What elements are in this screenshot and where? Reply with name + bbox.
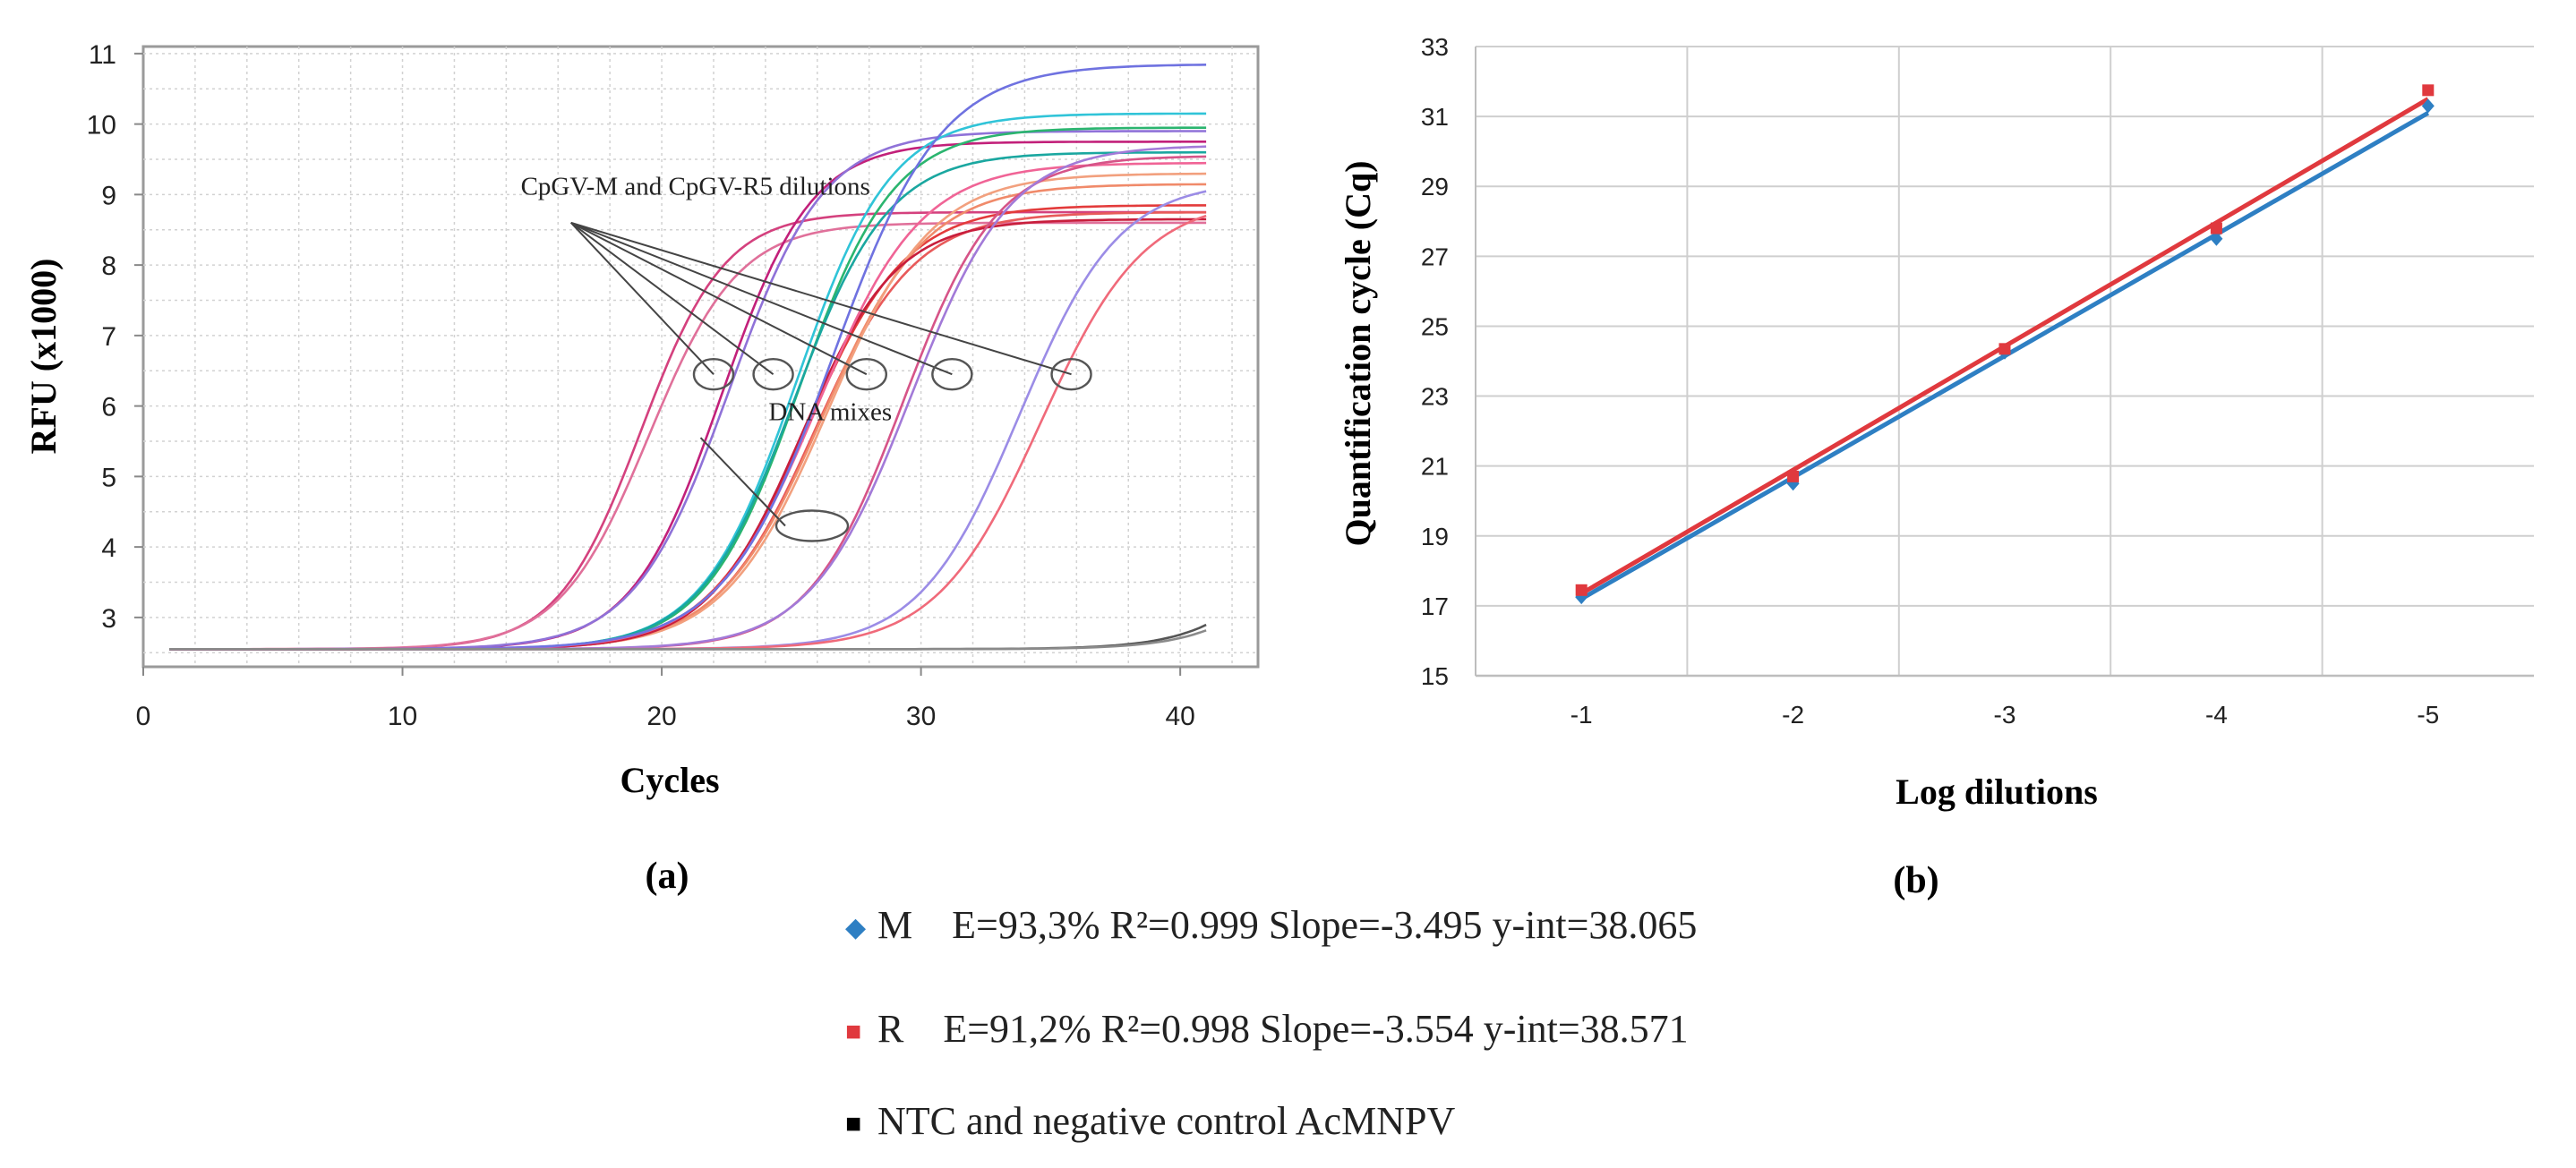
pointer-line xyxy=(570,221,868,376)
panel-a-label: (a) xyxy=(646,856,689,897)
panel-a-amplification-curves xyxy=(169,64,1207,651)
legend: ◆ M E=93,3% R²=0.999 Slope=-3.495 y-int=… xyxy=(845,903,1697,1143)
data-point-m xyxy=(2210,231,2223,246)
data-point-r xyxy=(2210,222,2222,234)
panel-b: 15 17 19 21 23 25 27 29 31 33 -1 -2 -3 -4 -5 Quantific… xyxy=(1338,33,2534,901)
panel-b-gridlines xyxy=(1475,46,2534,678)
legend-text-ntc: NTC and negative control AcMNPV xyxy=(877,1099,1455,1143)
panel-a-tick-labels: 0 10 20 30 40 3 4 5 6 7 8 9 10 11 xyxy=(87,40,1195,731)
panel-a-y-tick-label: 3 xyxy=(101,604,116,634)
panel-b-label: (b) xyxy=(1893,860,1938,901)
panel-a-x-tick-label: 30 xyxy=(906,702,936,731)
panel-b-y-tick-label: 31 xyxy=(1421,103,1449,131)
panel-b-y-axis-label: Quantification cycle (Cq) xyxy=(1338,160,1378,546)
pointer-line xyxy=(570,222,775,375)
data-point-m xyxy=(2421,98,2435,114)
panel-b-y-tick-label: 21 xyxy=(1421,453,1449,481)
panel-b-y-tick-label: 15 xyxy=(1421,662,1449,690)
panel-b-tick-labels: 15 17 19 21 23 25 27 29 31 33 -1 -2 -3 -4 -5 xyxy=(1421,33,2439,729)
data-point-r xyxy=(1575,584,1588,596)
legend-item-ntc: ■ NTC and negative control AcMNPV xyxy=(845,1099,1455,1143)
panel-a-y-tick-label: 8 xyxy=(101,252,116,281)
panel-a-y-tick-label: 9 xyxy=(101,181,116,210)
panel-a-x-tick-label: 10 xyxy=(388,702,417,731)
panel-b-y-tick-label: 27 xyxy=(1421,243,1449,270)
panel-a-y-axis-label: RFU (x1000) xyxy=(23,259,64,455)
pointer-line xyxy=(570,221,1072,376)
circle-marker xyxy=(752,357,794,391)
data-point-r xyxy=(1787,470,1800,482)
panel-a-x-axis-label: Cycles xyxy=(620,760,719,800)
legend-marker-ntc: ■ xyxy=(845,1109,861,1138)
panel-a-y-tick-label: 10 xyxy=(87,111,116,141)
panel-b-data-points xyxy=(1575,84,2435,605)
panel-b-y-tick-label: 17 xyxy=(1421,593,1449,620)
panel-a-x-tick-label: 20 xyxy=(646,702,676,731)
panel-a-y-tick-label: 6 xyxy=(101,393,116,422)
legend-item-r: ■ R E=91,2% R²=0.998 Slope=-3.554 y-int=… xyxy=(845,1007,1689,1051)
circle-marker xyxy=(775,509,850,542)
panel-a-y-tick-label: 11 xyxy=(89,40,116,70)
panel-a-y-tick-label: 7 xyxy=(101,322,116,352)
legend-marker-m: ◆ xyxy=(845,913,866,942)
pointer-line xyxy=(570,221,953,376)
panel-b-x-tick-label: -3 xyxy=(1994,701,2016,729)
panel-b-x-tick-label: -2 xyxy=(1782,701,1804,729)
circle-marker xyxy=(931,357,973,391)
panel-a-gridlines xyxy=(143,47,1258,667)
panel-b-y-tick-label: 19 xyxy=(1421,523,1449,550)
panel-b-x-tick-label: -1 xyxy=(1570,701,1593,729)
panel-a-x-tick-label: 40 xyxy=(1165,702,1194,731)
data-point-r xyxy=(2422,84,2435,97)
pointer-line xyxy=(699,437,786,527)
panel-a-y-tick-label: 4 xyxy=(101,533,116,563)
data-point-r xyxy=(1998,343,2011,355)
panel-a-plot-area xyxy=(141,45,1260,669)
panel-a-annotation: CpGV-M and CpGV-R5 dilutions xyxy=(521,172,870,200)
panel-a-annotations: CpGV-M and CpGV-R5 dilutions DNA mixes xyxy=(521,172,1092,542)
legend-item-m: ◆ M E=93,3% R²=0.999 Slope=-3.495 y-int=… xyxy=(845,903,1697,947)
amplification-curve xyxy=(169,629,1207,651)
circle-marker xyxy=(1050,357,1092,391)
panel-b-x-tick-label: -4 xyxy=(2205,701,2228,729)
circle-marker xyxy=(692,357,735,391)
panel-a-y-tick-label: 5 xyxy=(101,463,116,492)
panel-b-y-tick-label: 33 xyxy=(1421,33,1449,61)
panel-b-x-tick-label: -5 xyxy=(2417,701,2439,729)
legend-text-m: M E=93,3% R²=0.999 Slope=-3.495 y-int=38… xyxy=(877,903,1697,947)
legend-marker-r: ■ xyxy=(845,1017,861,1046)
panel-a: 0 10 20 30 40 3 4 5 6 7 8 9 10 11 CpGV-M and CpGV-R5 … xyxy=(23,40,1260,897)
pointer-line xyxy=(570,222,715,375)
circle-marker xyxy=(845,357,888,391)
panel-a-x-tick-label: 0 xyxy=(136,702,151,731)
legend-text-r: R E=91,2% R²=0.998 Slope=-3.554 y-int=38… xyxy=(877,1007,1689,1051)
panel-a-annotation: DNA mixes xyxy=(768,397,892,426)
panel-b-y-tick-label: 25 xyxy=(1421,312,1449,340)
panel-b-x-axis-label: Log dilutions xyxy=(1896,772,2098,812)
panel-b-y-tick-label: 23 xyxy=(1421,383,1449,411)
panel-b-y-tick-label: 29 xyxy=(1421,173,1449,200)
